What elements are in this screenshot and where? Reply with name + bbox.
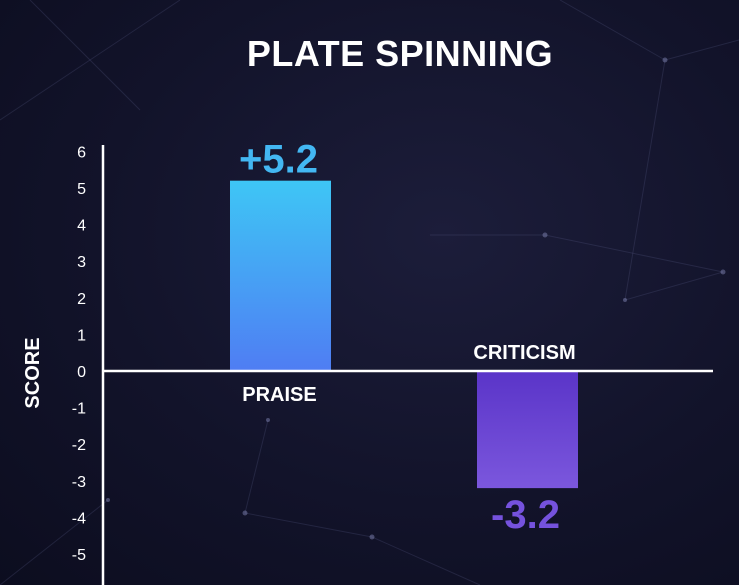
y-tick-label: -5 [72,547,86,564]
y-tick-label: -1 [72,401,86,418]
y-tick-label: 4 [77,218,86,235]
chart-title: PLATE SPINNING [247,33,553,74]
data-labels: +5.2 -3.2 [239,138,560,537]
category-label: CRITICISM [473,342,575,364]
y-axis-label: SCORE [22,337,44,408]
y-tick-label: -3 [72,474,86,491]
y-tick-label: 0 [77,364,86,381]
y-tick-label: 1 [77,327,86,344]
y-tick-label: -4 [72,510,86,527]
y-tick-label: 5 [77,181,86,198]
bar-praise [230,180,331,371]
y-axis-ticks: 6 5 4 3 2 1 0 -1 -2 -3 -4 -5 [72,144,86,564]
y-tick-label: 2 [77,291,86,308]
category-labels: PRAISE CRITICISM [242,342,575,406]
y-tick-label: 3 [77,254,86,271]
data-label: +5.2 [239,138,318,182]
bar-criticism [477,371,578,489]
axes [101,145,713,585]
data-label: -3.2 [491,493,560,537]
y-tick-label: -2 [72,437,86,454]
category-label: PRAISE [242,384,316,406]
y-tick-label: 6 [77,144,86,161]
bars [230,180,578,489]
